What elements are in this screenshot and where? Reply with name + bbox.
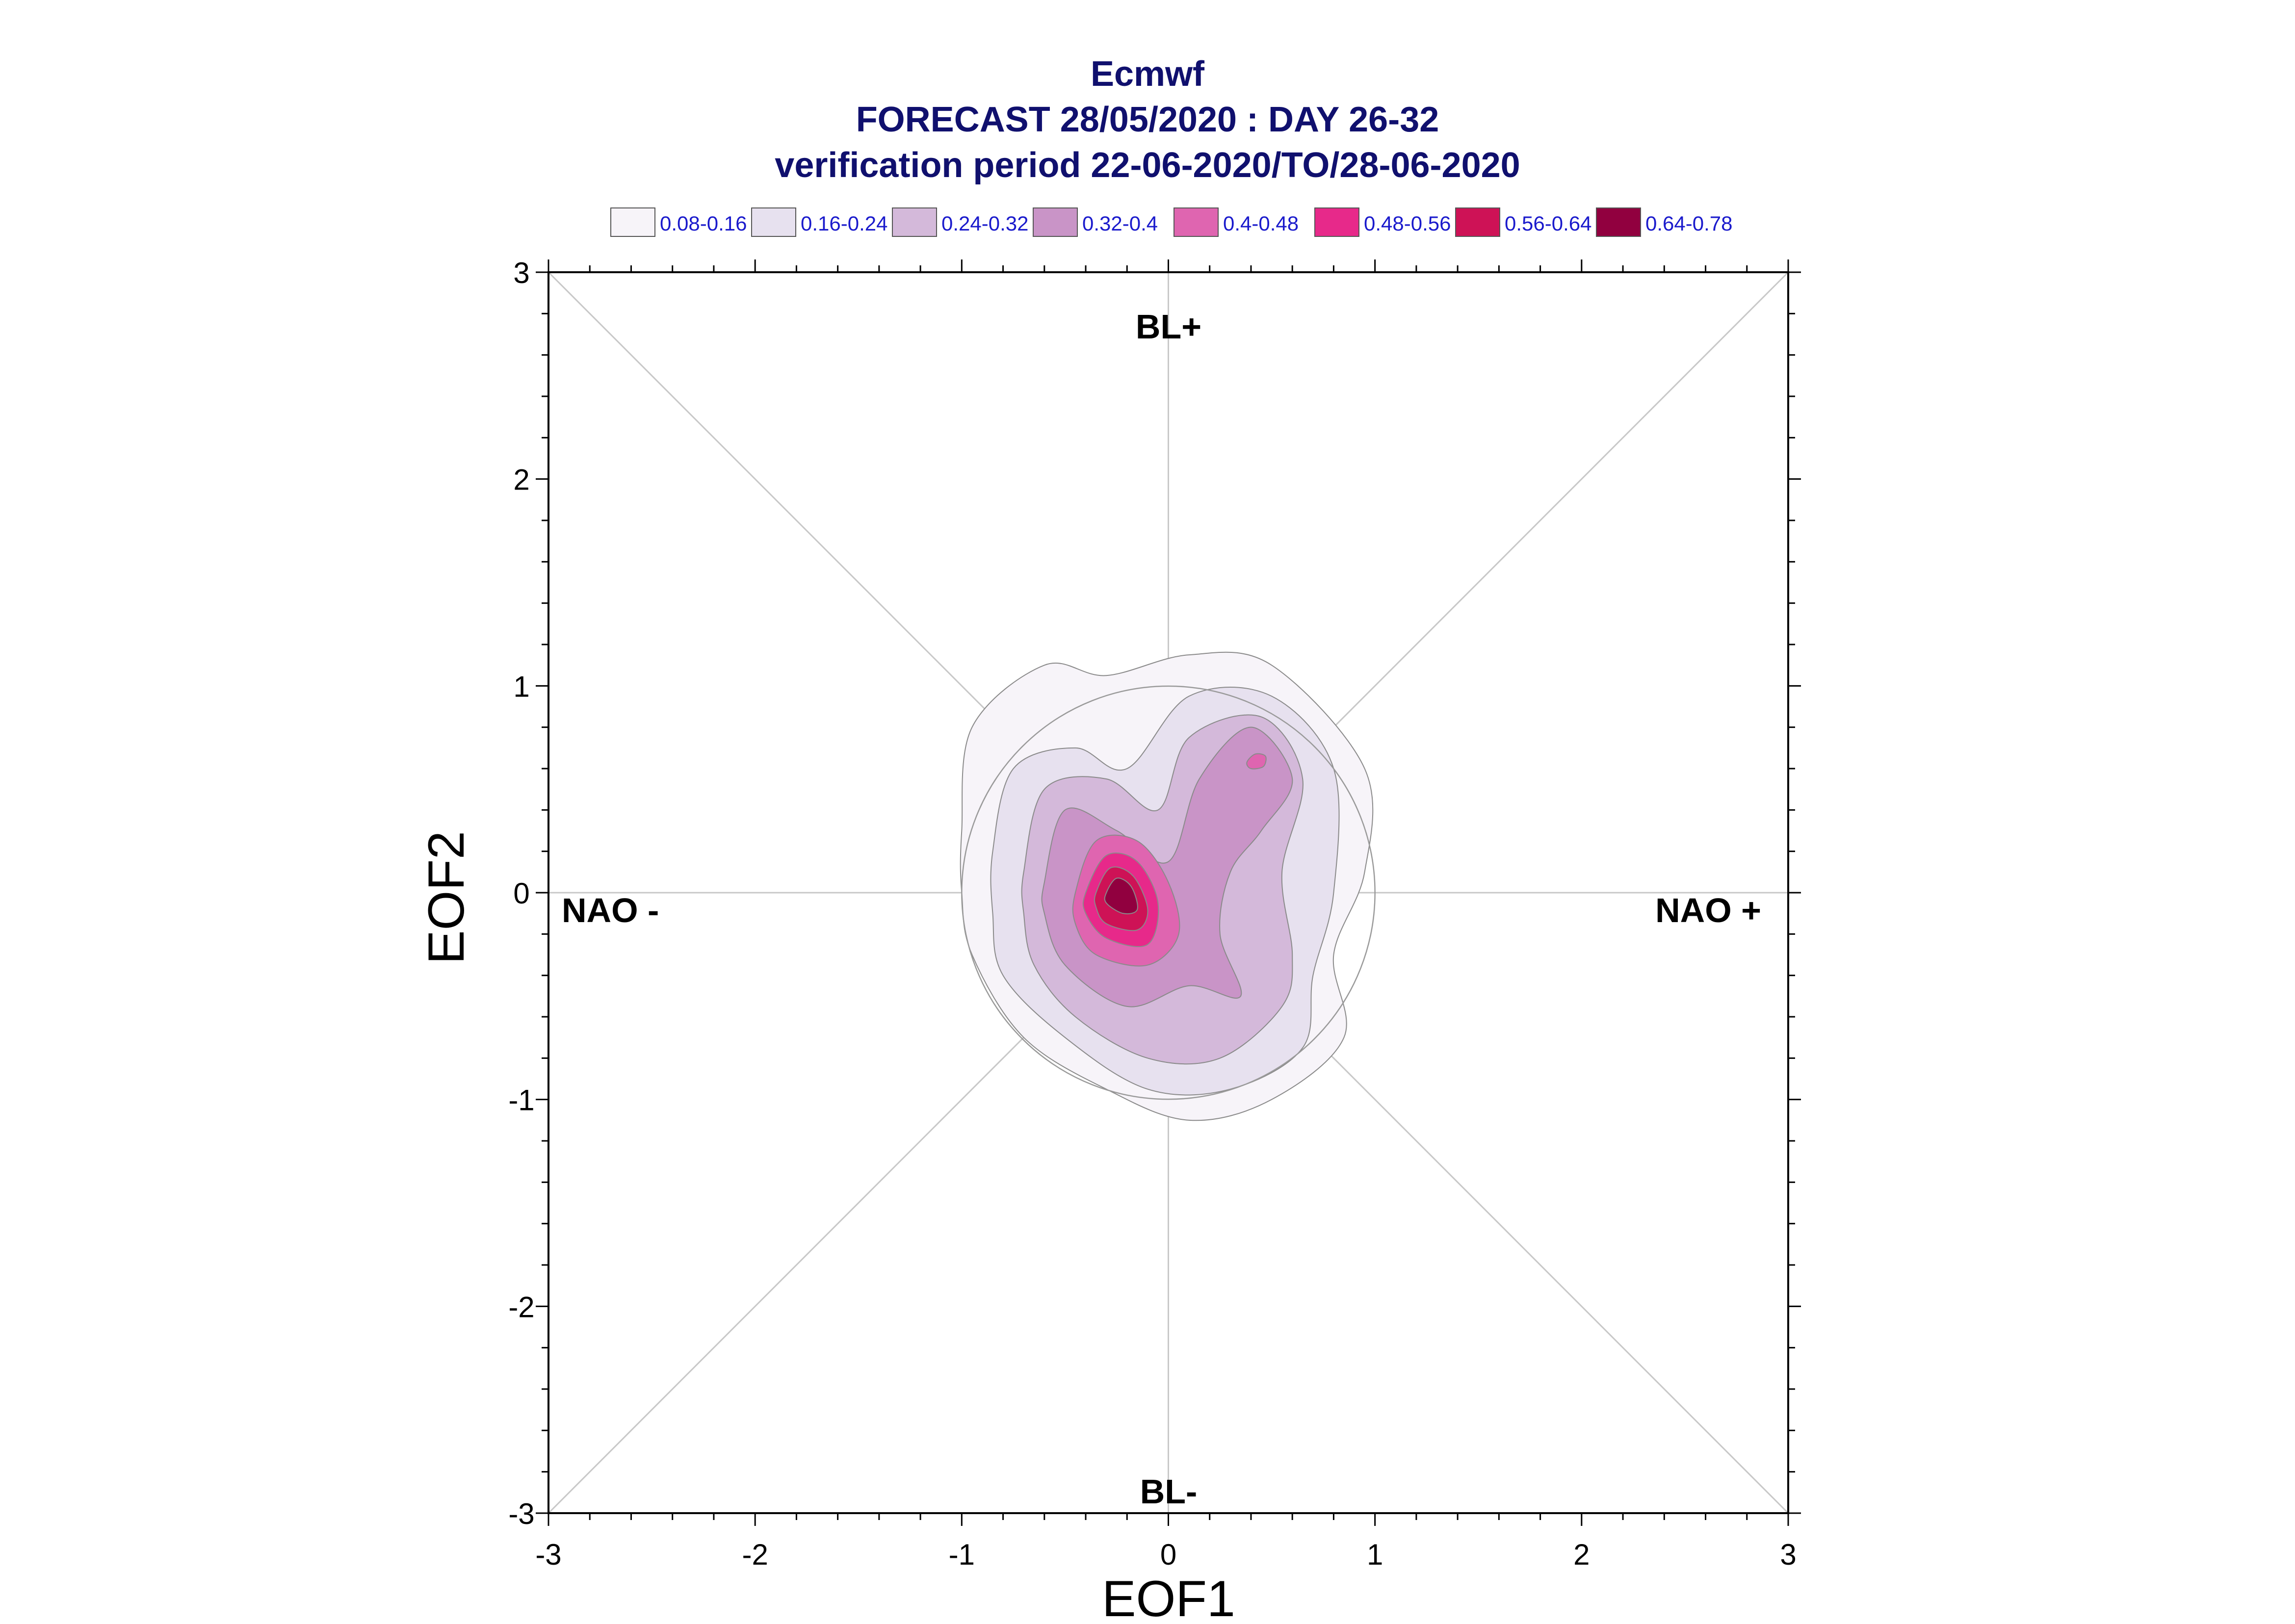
x-tick-label: 2 — [1573, 1538, 1590, 1571]
legend-swatch — [1314, 207, 1359, 237]
y-tick-label: 0 — [513, 877, 529, 910]
x-tick-label: 3 — [1780, 1538, 1796, 1571]
chart-title-line-2: FORECAST 28/05/2020 : DAY 26-32 — [856, 100, 1439, 139]
legend-swatch — [1596, 207, 1641, 237]
x-tick-label: 0 — [1160, 1538, 1176, 1571]
legend-label: 0.08-0.16 — [660, 212, 747, 235]
x-tick-label: -1 — [949, 1538, 975, 1571]
legend-label: 0.56-0.64 — [1505, 212, 1591, 235]
x-axis-title: EOF1 — [1102, 1571, 1235, 1624]
legend-swatch — [1455, 207, 1500, 237]
legend-label: 0.64-0.78 — [1645, 212, 1732, 235]
reference-circle — [961, 685, 1376, 1100]
y-axis-title: EOF2 — [418, 831, 475, 964]
plot-area: -3 -2 -1 0 1 2 3 -3 -2 -1 0 1 2 3 — [508, 257, 1801, 1571]
chart-title-line-3: verification period 22-06-2020/TO/28-06-… — [775, 146, 1520, 185]
y-tick-label: 3 — [513, 257, 529, 289]
chart-title-line-1: Ecmwf — [1091, 54, 1205, 94]
x-tick-label: 1 — [1367, 1538, 1383, 1571]
legend-label: 0.16-0.24 — [801, 212, 887, 235]
regime-label-bl-minus: BL- — [1140, 1472, 1198, 1511]
regime-label-nao-minus: NAO - — [562, 891, 659, 929]
y-tick-label: 1 — [513, 670, 529, 703]
y-tick-label: -3 — [508, 1497, 534, 1530]
x-tick-label: -3 — [535, 1538, 561, 1571]
regime-label-bl-plus: BL+ — [1136, 308, 1201, 346]
x-tick-label: -2 — [742, 1538, 768, 1571]
legend-swatch — [1033, 207, 1078, 237]
chart-legend: 0.08-0.16 0.16-0.24 0.24-0.32 0.32-0.4 0.4-0… — [610, 207, 1732, 237]
legend-label: 0.4-0.48 — [1223, 212, 1299, 235]
legend-swatch — [892, 207, 937, 237]
density-contour-fill — [1246, 753, 1267, 770]
y-tick-label: -1 — [508, 1084, 534, 1117]
legend-label: 0.48-0.56 — [1364, 212, 1451, 235]
regime-label-nao-plus: NAO + — [1655, 891, 1761, 929]
density-contour-fill — [1104, 877, 1138, 915]
legend-swatch — [1174, 207, 1219, 237]
y-tick-label: -2 — [508, 1290, 534, 1323]
legend-label: 0.32-0.4 — [1082, 212, 1158, 235]
legend-swatch — [610, 207, 655, 237]
legend-label: 0.24-0.32 — [941, 212, 1028, 235]
y-tick-label: 2 — [513, 464, 529, 496]
legend-swatch — [751, 207, 796, 237]
